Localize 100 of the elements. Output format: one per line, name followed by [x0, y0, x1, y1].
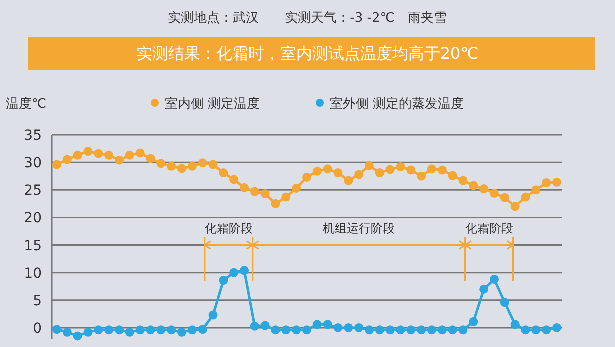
legend-label: 室外侧 测定的蒸发温度	[330, 96, 464, 112]
point	[156, 159, 166, 168]
y-tick-label: 35	[24, 128, 42, 144]
point	[52, 160, 62, 170]
point	[396, 326, 406, 335]
point	[490, 188, 499, 198]
point	[73, 150, 82, 160]
point	[146, 154, 156, 164]
y-tick-label: 0	[33, 320, 42, 337]
point	[198, 325, 208, 334]
point	[354, 170, 364, 180]
point	[104, 150, 114, 160]
point	[62, 155, 72, 164]
point	[230, 268, 239, 278]
point	[312, 166, 322, 176]
point	[94, 326, 104, 335]
point	[136, 326, 145, 335]
point	[219, 276, 228, 286]
point	[334, 323, 343, 332]
point	[396, 162, 406, 172]
point	[260, 189, 270, 198]
point	[428, 326, 436, 335]
point	[198, 158, 208, 168]
point	[188, 162, 197, 171]
point	[552, 323, 562, 332]
point	[167, 326, 176, 335]
point	[94, 149, 104, 158]
point	[146, 326, 156, 335]
point	[323, 320, 332, 330]
point	[323, 164, 332, 174]
point	[542, 178, 552, 188]
title: 实测地点：武汉 实测天气：-3 -2℃ 雨夹雪	[168, 11, 447, 26]
point	[260, 321, 270, 330]
point	[188, 326, 197, 335]
point	[240, 183, 249, 192]
point	[250, 187, 260, 196]
point	[178, 328, 186, 337]
point	[250, 322, 260, 331]
point	[428, 164, 436, 174]
y-tick-label: 30	[24, 156, 42, 172]
point	[125, 328, 134, 337]
point	[386, 165, 395, 174]
point	[230, 175, 239, 184]
point	[344, 323, 354, 332]
y-tick-label: 25	[24, 183, 42, 200]
legend-label: 室内侧 测定温度	[165, 96, 260, 112]
point	[542, 326, 552, 335]
point	[208, 160, 218, 170]
point	[458, 326, 468, 335]
point	[354, 323, 364, 332]
point	[115, 326, 124, 335]
point	[532, 186, 541, 195]
point	[167, 162, 176, 171]
point	[448, 171, 458, 180]
annotation: 化霜阶段	[465, 222, 514, 236]
point	[458, 176, 468, 186]
point	[490, 274, 499, 284]
point	[292, 184, 302, 193]
point	[469, 317, 478, 326]
point	[438, 166, 447, 175]
point	[480, 184, 489, 194]
point	[334, 168, 343, 178]
point	[386, 326, 395, 335]
point	[532, 326, 541, 335]
point	[417, 172, 426, 181]
point	[417, 326, 426, 335]
annotation: 化霜阶段	[204, 222, 253, 236]
point	[178, 164, 186, 174]
point	[448, 326, 458, 335]
point	[282, 326, 291, 335]
annotation: 机组运行阶段	[323, 222, 396, 236]
point	[156, 326, 166, 335]
point	[521, 326, 530, 335]
y-tick-label: 5	[33, 293, 42, 310]
point	[136, 148, 145, 158]
point	[62, 328, 72, 337]
point	[500, 193, 510, 202]
chart-subtitle: 实测结果：化霜时，室内测试点温度均高于20℃	[136, 44, 479, 63]
point	[292, 326, 302, 335]
point	[84, 328, 93, 337]
point	[73, 332, 82, 341]
point	[365, 161, 374, 170]
point	[271, 199, 280, 208]
point	[115, 156, 124, 165]
point	[219, 168, 228, 178]
point	[500, 298, 510, 308]
point	[344, 176, 354, 186]
point	[104, 326, 114, 335]
point	[52, 325, 62, 334]
point	[125, 150, 134, 160]
y-axis-title: 温度℃	[6, 96, 47, 112]
point	[521, 192, 530, 202]
point	[406, 166, 416, 175]
point	[302, 326, 312, 335]
point	[271, 326, 280, 335]
point	[365, 326, 374, 335]
point	[469, 181, 478, 190]
point	[375, 168, 384, 178]
point	[510, 320, 520, 330]
point	[552, 178, 562, 187]
